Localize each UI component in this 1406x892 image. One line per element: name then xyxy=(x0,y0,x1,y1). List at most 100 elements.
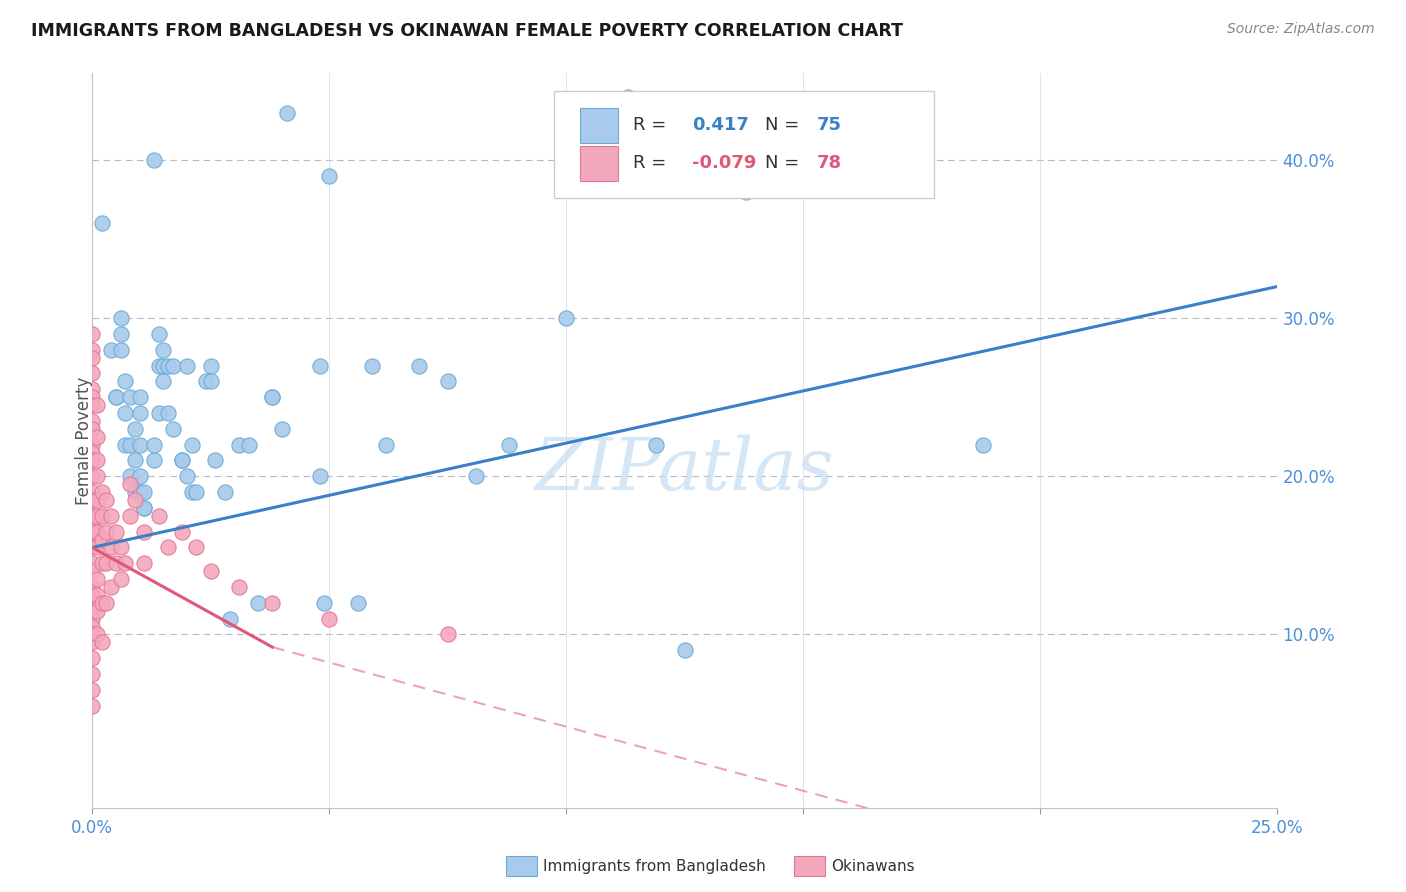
Point xyxy=(82,398,104,412)
Point xyxy=(124,493,146,508)
Point xyxy=(100,508,122,523)
Point xyxy=(82,326,104,341)
Point xyxy=(82,541,104,555)
Point xyxy=(162,422,184,436)
Point xyxy=(228,438,250,452)
Point xyxy=(82,382,104,396)
Point xyxy=(120,438,142,452)
Point xyxy=(96,493,118,508)
Point xyxy=(128,438,150,452)
Point xyxy=(128,406,150,420)
Point xyxy=(645,438,668,452)
Point xyxy=(498,438,520,452)
Point xyxy=(82,612,104,626)
Point xyxy=(1209,0,1232,9)
Point xyxy=(318,612,340,626)
Point xyxy=(86,398,108,412)
Point xyxy=(134,524,156,539)
Point xyxy=(86,588,108,602)
Point xyxy=(90,508,112,523)
Point xyxy=(134,556,156,570)
Point xyxy=(114,406,136,420)
Point xyxy=(82,556,104,570)
Point xyxy=(172,453,194,467)
Point xyxy=(104,390,127,404)
Point xyxy=(110,326,132,341)
Text: R =: R = xyxy=(633,116,672,134)
Point xyxy=(735,185,758,199)
Point xyxy=(86,508,108,523)
Text: 0.417: 0.417 xyxy=(692,116,749,134)
Point xyxy=(436,375,458,389)
Point xyxy=(214,485,236,500)
Y-axis label: Female Poverty: Female Poverty xyxy=(75,376,93,505)
Point xyxy=(86,430,108,444)
Point xyxy=(148,359,170,373)
Point xyxy=(124,485,146,500)
Point xyxy=(86,627,108,641)
Point xyxy=(82,564,104,578)
Point xyxy=(200,375,222,389)
Text: Source: ZipAtlas.com: Source: ZipAtlas.com xyxy=(1227,22,1375,37)
Point xyxy=(82,682,104,697)
Point xyxy=(436,627,458,641)
Point xyxy=(114,438,136,452)
Point xyxy=(408,359,430,373)
Point xyxy=(120,508,142,523)
Point xyxy=(157,359,180,373)
Point xyxy=(314,596,336,610)
Point xyxy=(90,216,112,230)
Point xyxy=(157,406,180,420)
Point xyxy=(82,604,104,618)
Point xyxy=(86,524,108,539)
Point xyxy=(90,635,112,649)
Point xyxy=(86,453,108,467)
Point xyxy=(262,596,284,610)
Point xyxy=(152,375,174,389)
Point xyxy=(172,524,194,539)
Point xyxy=(176,359,198,373)
Point xyxy=(82,588,104,602)
Text: ZIPatlas: ZIPatlas xyxy=(534,435,835,506)
Point xyxy=(262,390,284,404)
Point xyxy=(82,414,104,428)
Point xyxy=(128,485,150,500)
Point xyxy=(148,326,170,341)
Point xyxy=(82,667,104,681)
Point xyxy=(90,533,112,547)
Point xyxy=(673,643,696,657)
Point xyxy=(110,572,132,586)
Point xyxy=(176,469,198,483)
Point xyxy=(86,493,108,508)
Point xyxy=(120,390,142,404)
Point xyxy=(104,556,127,570)
Point xyxy=(152,359,174,373)
Point xyxy=(86,469,108,483)
Point xyxy=(86,604,108,618)
Point xyxy=(308,359,330,373)
Point xyxy=(82,390,104,404)
Text: N =: N = xyxy=(765,154,806,172)
Point xyxy=(82,508,104,523)
Point xyxy=(82,453,104,467)
Point xyxy=(180,485,202,500)
Point xyxy=(124,453,146,467)
Point xyxy=(90,556,112,570)
Point xyxy=(148,406,170,420)
Point xyxy=(186,485,208,500)
Point xyxy=(465,469,488,483)
Text: -0.079: -0.079 xyxy=(692,154,756,172)
Point xyxy=(100,541,122,555)
Point xyxy=(82,493,104,508)
Point xyxy=(86,541,108,555)
Point xyxy=(128,390,150,404)
Point xyxy=(82,651,104,665)
Text: N =: N = xyxy=(765,116,806,134)
Point xyxy=(82,580,104,594)
Point xyxy=(270,422,292,436)
FancyBboxPatch shape xyxy=(581,108,619,143)
Point xyxy=(218,612,240,626)
Point xyxy=(82,698,104,713)
Point xyxy=(148,508,170,523)
Point xyxy=(82,469,104,483)
